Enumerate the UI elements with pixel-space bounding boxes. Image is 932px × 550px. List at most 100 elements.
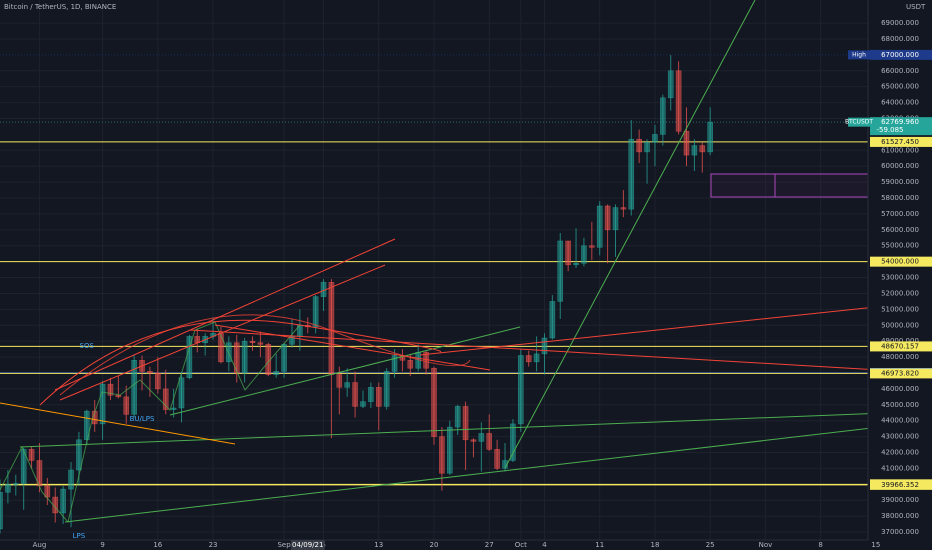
y-tick-label: 65000.000 bbox=[881, 83, 919, 91]
trendline bbox=[39, 319, 442, 406]
y-tick-label: 43000.000 bbox=[881, 433, 919, 441]
candle-body bbox=[494, 449, 500, 469]
y-tick-label: 48000.000 bbox=[881, 353, 919, 361]
trendline bbox=[59, 314, 471, 396]
candle-body bbox=[565, 240, 571, 266]
level-tag-box bbox=[848, 117, 870, 127]
y-tick-label: 60000.000 bbox=[881, 162, 919, 170]
x-tick-label: 13 bbox=[374, 541, 383, 549]
x-tick-label: Oct bbox=[515, 541, 527, 549]
candle-body bbox=[328, 282, 335, 375]
x-tick-label: 15 bbox=[871, 541, 880, 549]
candle-body bbox=[383, 371, 390, 407]
candle-body bbox=[281, 344, 287, 372]
candle-body bbox=[249, 340, 256, 344]
y-tick-label: 53000.000 bbox=[881, 274, 919, 282]
y-tick-label: 59000.000 bbox=[881, 178, 919, 186]
x-tick-label: 4 bbox=[542, 541, 547, 549]
candle-body bbox=[525, 355, 532, 363]
candle-body bbox=[131, 360, 137, 415]
level-tag-box bbox=[848, 50, 870, 60]
trendline bbox=[169, 326, 521, 416]
y-tick-label: 41000.000 bbox=[881, 464, 919, 472]
price-tag-label: 67000.000 bbox=[881, 51, 919, 59]
x-tick-label: 8 bbox=[818, 541, 822, 549]
annotation: SOS bbox=[80, 342, 95, 350]
candle-body bbox=[241, 340, 248, 374]
candle-body bbox=[612, 207, 619, 231]
y-tick-label: 58000.000 bbox=[881, 194, 919, 202]
candle-body bbox=[541, 337, 548, 355]
candle-body bbox=[344, 382, 350, 388]
y-tick-label: 52000.000 bbox=[881, 289, 919, 297]
price-tag bbox=[870, 136, 932, 147]
candle-body bbox=[123, 396, 130, 415]
y-tick-label: 46000.000 bbox=[881, 385, 919, 393]
candle-body bbox=[115, 395, 122, 398]
price-tag-label: 46973.820 bbox=[881, 369, 919, 377]
x-tick-label: Sep bbox=[277, 541, 291, 549]
candle-body bbox=[28, 449, 35, 461]
x-tick-label: 16 bbox=[153, 541, 162, 549]
price-tag bbox=[870, 256, 932, 267]
axis-unit: USDT bbox=[906, 3, 926, 11]
x-tick-label: Nov bbox=[759, 541, 773, 549]
candle-body bbox=[510, 423, 516, 461]
candle-body bbox=[644, 142, 650, 153]
y-tick-label: 44000.000 bbox=[881, 417, 919, 425]
x-tick-label: 23 bbox=[209, 541, 218, 549]
candle-body bbox=[155, 372, 161, 390]
candle-body bbox=[44, 485, 51, 498]
candle-body bbox=[581, 245, 587, 264]
annotation: LPS bbox=[73, 532, 86, 540]
y-tick-label: 55000.000 bbox=[881, 242, 919, 250]
candle-body bbox=[257, 342, 264, 345]
crosshair-date: 04/09/21 bbox=[292, 541, 323, 549]
x-tick-label: 11 bbox=[595, 541, 604, 549]
candle-body bbox=[691, 145, 698, 156]
price-tag bbox=[870, 341, 932, 352]
candle-body bbox=[454, 406, 461, 428]
trendline bbox=[214, 324, 491, 371]
candle-body bbox=[368, 387, 374, 402]
candle-body bbox=[478, 433, 485, 442]
candle-body bbox=[707, 121, 713, 153]
candle-body bbox=[13, 483, 19, 485]
candle-body bbox=[170, 407, 177, 410]
candle-body bbox=[375, 387, 382, 407]
candle-body bbox=[628, 138, 635, 210]
candle-body bbox=[589, 245, 595, 248]
price-tag-label: 48670.157 bbox=[881, 342, 919, 350]
candles bbox=[0, 54, 713, 534]
x-tick-label: 18 bbox=[650, 541, 659, 549]
candle-body bbox=[470, 439, 477, 442]
trendline bbox=[0, 402, 236, 445]
x-tick-label: 25 bbox=[706, 541, 715, 549]
level-tag: BTCUSDT bbox=[845, 119, 873, 126]
x-tick-label: 9 bbox=[100, 541, 104, 549]
candle-body bbox=[352, 382, 358, 407]
annotations: SOS BU/LPS LPS bbox=[73, 342, 155, 540]
y-tick-label: 61000.000 bbox=[881, 146, 919, 154]
candle-body bbox=[439, 436, 445, 474]
y-tick-label: 38000.000 bbox=[881, 512, 919, 520]
candle-body bbox=[147, 371, 153, 374]
candle-body bbox=[233, 342, 240, 374]
candle-body bbox=[273, 371, 279, 375]
y-tick-label: 57000.000 bbox=[881, 210, 919, 218]
candle-body bbox=[407, 360, 414, 369]
candle-body bbox=[99, 383, 106, 425]
candle-body bbox=[60, 488, 66, 514]
candle-body bbox=[336, 374, 343, 388]
candle-body bbox=[178, 377, 185, 409]
x-tick-label: Aug bbox=[33, 541, 47, 549]
y-tick-label: 68000.000 bbox=[881, 35, 919, 43]
y-tick-label: 45000.000 bbox=[881, 401, 919, 409]
candle-body bbox=[391, 355, 398, 372]
candle-body bbox=[462, 406, 469, 441]
candle-body bbox=[486, 433, 493, 450]
price-axis bbox=[868, 0, 932, 550]
trendline bbox=[64, 420, 932, 523]
trendline bbox=[189, 329, 932, 374]
y-tick-label: 51000.000 bbox=[881, 305, 919, 313]
